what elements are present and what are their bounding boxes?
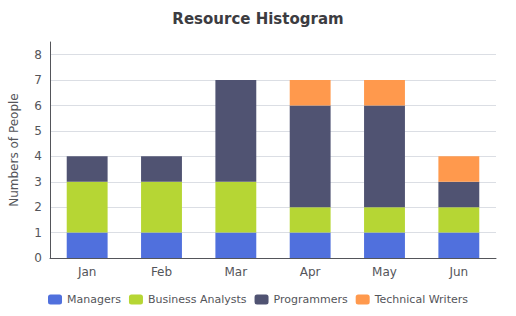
svg-text:0: 0 xyxy=(34,251,42,265)
svg-text:Jun: Jun xyxy=(448,265,468,279)
svg-text:5: 5 xyxy=(34,124,42,138)
svg-text:Programmers: Programmers xyxy=(274,293,348,306)
svg-text:Jan: Jan xyxy=(77,265,97,279)
svg-text:May: May xyxy=(372,265,397,279)
svg-text:Apr: Apr xyxy=(300,265,321,279)
svg-text:Feb: Feb xyxy=(151,265,172,279)
svg-text:4: 4 xyxy=(34,149,42,163)
svg-text:Numbers of People: Numbers of People xyxy=(7,93,21,207)
svg-text:1: 1 xyxy=(34,226,42,240)
svg-text:Managers: Managers xyxy=(67,293,121,306)
svg-text:3: 3 xyxy=(34,175,42,189)
svg-text:7: 7 xyxy=(34,73,42,87)
svg-text:Resource Histogram: Resource Histogram xyxy=(172,10,343,28)
svg-text:Business Analysts: Business Analysts xyxy=(148,293,247,306)
svg-text:2: 2 xyxy=(34,200,42,214)
svg-text:6: 6 xyxy=(34,99,42,113)
svg-text:Mar: Mar xyxy=(225,265,248,279)
svg-text:8: 8 xyxy=(34,48,42,62)
svg-text:Technical Writers: Technical Writers xyxy=(374,293,469,306)
